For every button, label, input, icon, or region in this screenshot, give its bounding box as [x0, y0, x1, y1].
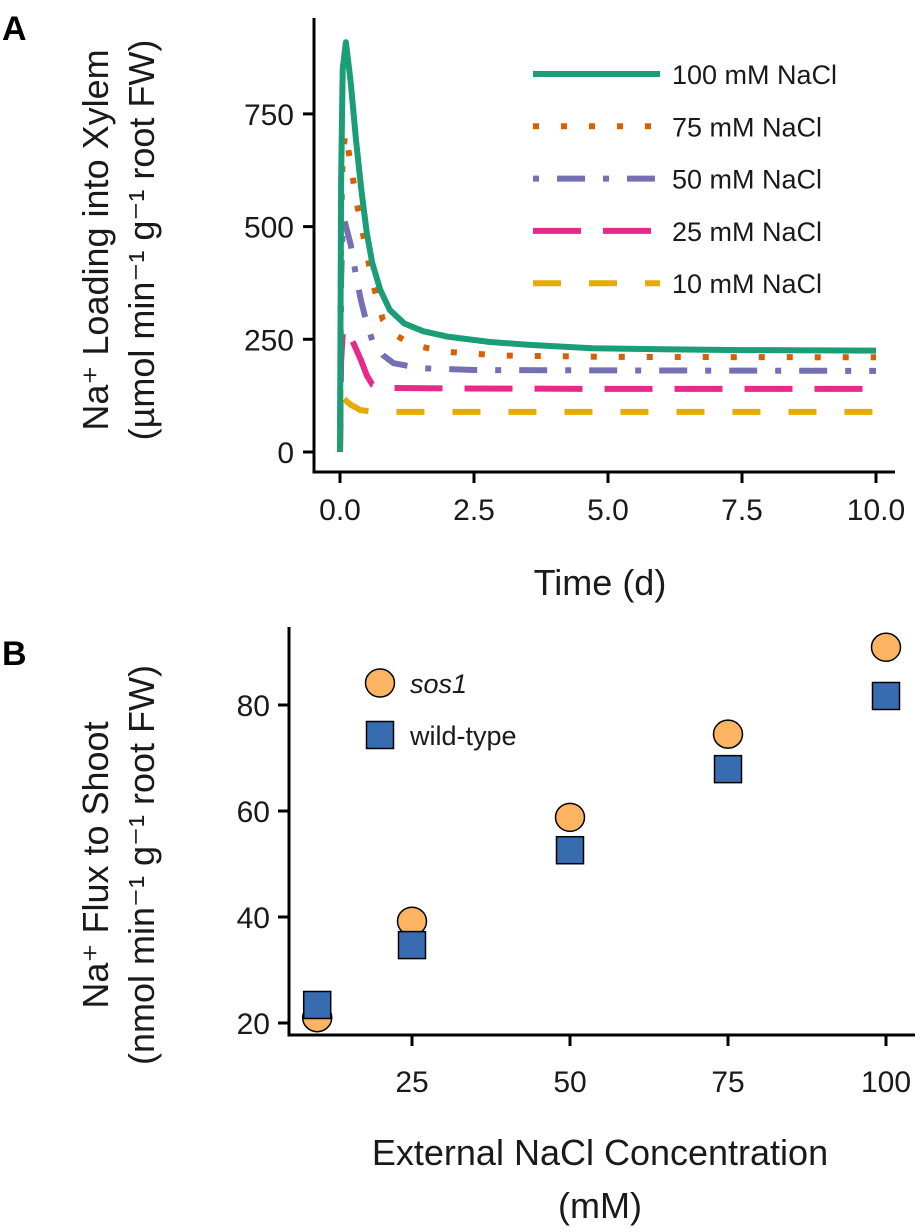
panel-a-xtick-label: 0.0 — [319, 494, 361, 527]
panel-b-ylabel-line1: Na⁺ Flux to Shoot — [75, 721, 116, 1008]
panel-b-xtick-label: 50 — [553, 1066, 586, 1099]
panel-b-point-square — [555, 835, 585, 865]
panel-a-legend-label: 100 mM NaCl — [672, 60, 837, 90]
panel-b-point-square — [871, 681, 901, 711]
panel-a-legend-label: 25 mM NaCl — [672, 217, 822, 247]
panel-a-series-line-3 — [337, 325, 876, 453]
panel-a-series-line-0 — [337, 39, 877, 453]
panel-a-xtick-label: 10.0 — [847, 494, 905, 527]
panel-a-legend-label: 10 mM NaCl — [672, 269, 822, 299]
panel-a-ylabel-line1: Na⁺ Loading into Xylem — [75, 49, 116, 430]
panel-a-series-line-2 — [337, 216, 877, 453]
panel-a-ytick-label: 250 — [244, 324, 294, 357]
panel-b-ylabel-line2: (nmol min⁻¹ g⁻¹ root FW) — [121, 665, 162, 1065]
panel-b-ytick-label: 40 — [237, 902, 270, 935]
panel-a-legend-label: 75 mM NaCl — [672, 112, 822, 142]
panel-b-ytick-label: 80 — [237, 690, 270, 723]
panel-a-series-line-1 — [337, 130, 877, 453]
panel-b-xtick-label: 75 — [711, 1066, 744, 1099]
panel-label-a: A — [2, 10, 27, 48]
panel-a-ylabel-line2: (µmol min⁻¹ g⁻¹ root FW) — [121, 40, 162, 441]
panel-a-ytick-label: 500 — [244, 212, 294, 245]
panel-a-axes — [312, 18, 895, 474]
panel-b-xtick-label: 100 — [861, 1066, 911, 1099]
panel-b-scatter-chart: Na⁺ Flux to Shoot (nmol min⁻¹ g⁻¹ root F… — [75, 627, 915, 1226]
panel-b-point-square — [713, 754, 743, 784]
panel-b-xtick-label: 25 — [395, 1066, 428, 1099]
panel-b-xlabel-line1: External NaCl Concentration — [372, 1132, 828, 1173]
panel-b-point-circle — [870, 632, 902, 662]
panel-b-xlabel-line2: (mM) — [558, 1185, 642, 1226]
panel-b-point-circle — [554, 802, 586, 833]
panel-a-xlabel: Time (d) — [534, 562, 667, 603]
panel-a-legend-label: 50 mM NaCl — [672, 165, 822, 195]
panel-b-point-square — [302, 990, 332, 1020]
panel-a-xtick-label: 5.0 — [587, 494, 629, 527]
panel-label-b: B — [2, 635, 27, 673]
panel-b-legend-circle-icon — [364, 668, 396, 698]
panel-a-xtick-label: 2.5 — [453, 494, 495, 527]
panel-b-legend-square-icon — [365, 720, 395, 750]
panel-b-legend-label: wild-type — [409, 721, 517, 751]
panel-b-point-circle — [712, 719, 744, 749]
panel-a-series-line-4 — [337, 394, 876, 453]
panel-b-ytick-label: 60 — [237, 796, 270, 829]
panel-b-point-square — [397, 930, 427, 960]
panel-a-line-chart: Na⁺ Loading into Xylem (µmol min⁻¹ g⁻¹ r… — [75, 18, 905, 603]
panel-b-axes — [287, 627, 915, 1037]
panel-a-ytick-label: 750 — [244, 99, 294, 132]
panel-a-xtick-label: 7.5 — [721, 494, 763, 527]
panel-b-ytick-label: 20 — [237, 1008, 270, 1041]
panel-a-ytick-label: 0 — [277, 437, 294, 470]
panel-b-legend-label: sos1 — [410, 669, 467, 699]
